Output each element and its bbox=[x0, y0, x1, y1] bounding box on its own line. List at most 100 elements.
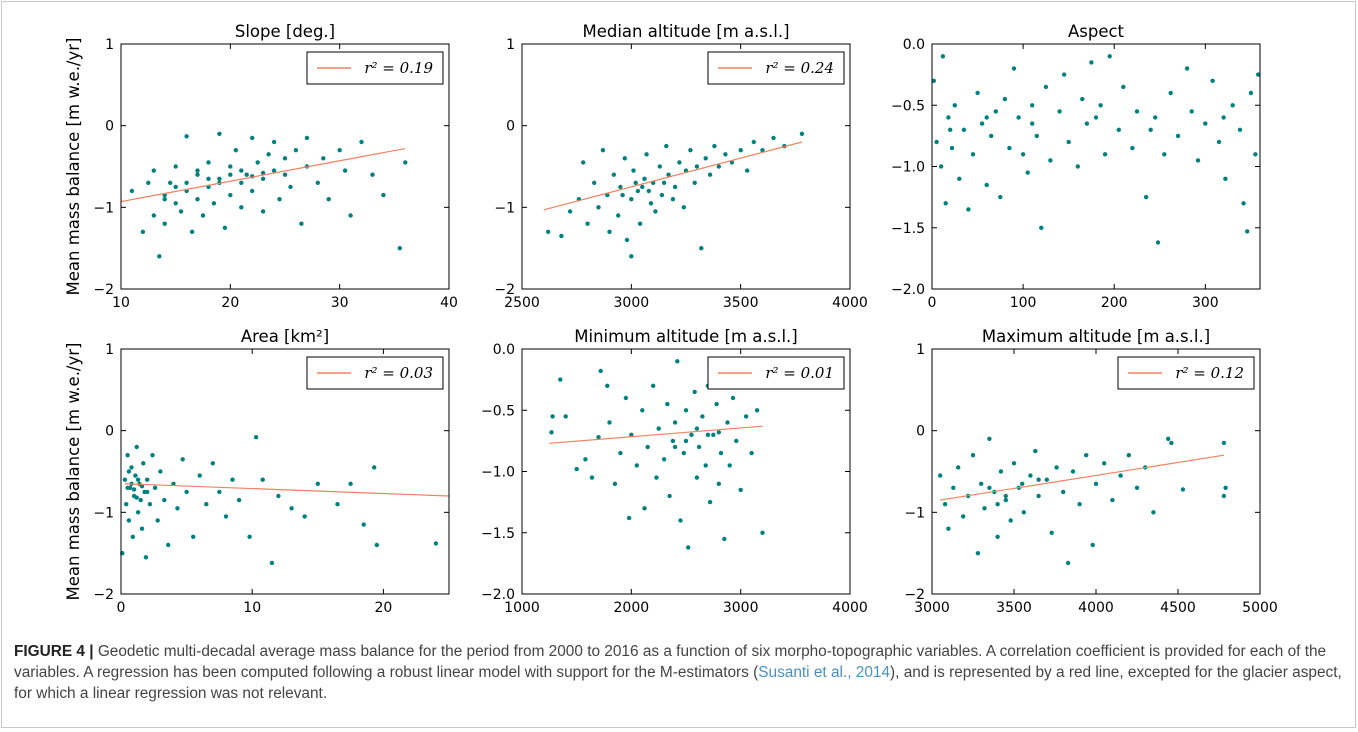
data-point bbox=[984, 115, 989, 120]
data-point bbox=[738, 487, 743, 493]
y-tick-label: −1 bbox=[904, 505, 925, 521]
data-point bbox=[276, 493, 281, 499]
data-point bbox=[1034, 133, 1040, 139]
data-point bbox=[140, 229, 146, 234]
data-point bbox=[982, 506, 987, 511]
data-point bbox=[141, 461, 146, 466]
y-axis-label: Mean mass balance [m w.e./yr] bbox=[64, 38, 83, 296]
data-point bbox=[342, 168, 348, 173]
axes-box bbox=[120, 348, 450, 595]
data-point bbox=[1089, 60, 1094, 65]
data-point bbox=[700, 414, 705, 419]
data-point bbox=[716, 481, 721, 486]
data-point bbox=[623, 395, 629, 401]
data-point bbox=[1195, 158, 1201, 163]
data-point bbox=[665, 401, 670, 407]
data-point bbox=[703, 463, 708, 468]
y-tick-label: 1 bbox=[916, 342, 925, 358]
data-point bbox=[689, 432, 694, 437]
caption-citation-link[interactable]: Susanti et al., 2014 bbox=[758, 664, 891, 681]
data-point bbox=[1030, 121, 1035, 126]
legend-label: r² = 0.01 bbox=[765, 364, 834, 382]
data-point bbox=[692, 389, 697, 395]
data-point bbox=[600, 148, 606, 153]
data-point bbox=[1077, 502, 1082, 507]
data-point bbox=[1084, 121, 1090, 126]
data-point bbox=[688, 148, 693, 153]
data-point bbox=[640, 184, 645, 190]
data-point bbox=[618, 184, 623, 190]
data-point bbox=[1245, 229, 1250, 234]
data-point bbox=[940, 54, 946, 59]
data-point bbox=[670, 197, 676, 202]
data-point bbox=[734, 438, 739, 444]
data-point bbox=[1223, 485, 1228, 490]
data-point bbox=[716, 430, 721, 435]
data-point bbox=[359, 139, 364, 145]
y-tick-label: 1 bbox=[105, 342, 114, 358]
data-point bbox=[135, 477, 141, 482]
chart-title: Maximum altitude [m a.s.l.] bbox=[982, 327, 1210, 346]
data-point bbox=[743, 414, 749, 419]
x-tick-label: 4000 bbox=[1078, 600, 1114, 616]
data-point bbox=[269, 560, 275, 566]
data-point bbox=[799, 131, 805, 136]
data-point bbox=[645, 444, 650, 450]
y-tick-label: −2 bbox=[93, 587, 114, 603]
data-point bbox=[150, 453, 155, 458]
data-point bbox=[145, 477, 150, 482]
data-point bbox=[397, 246, 402, 251]
data-point bbox=[1134, 485, 1140, 490]
data-point bbox=[683, 408, 689, 413]
data-point bbox=[961, 514, 966, 519]
data-point bbox=[255, 160, 260, 165]
data-point bbox=[1189, 109, 1194, 114]
data-point bbox=[1020, 481, 1025, 486]
data-point bbox=[173, 164, 178, 169]
data-point bbox=[677, 160, 682, 165]
data-point bbox=[1248, 90, 1254, 96]
data-point bbox=[1180, 487, 1186, 492]
data-point bbox=[616, 213, 621, 218]
data-point bbox=[1237, 127, 1243, 132]
data-point bbox=[675, 359, 680, 364]
y-tick-label: 0 bbox=[916, 424, 925, 440]
data-point bbox=[217, 131, 222, 136]
data-point bbox=[1221, 115, 1226, 120]
data-point bbox=[173, 201, 178, 206]
data-point bbox=[1153, 115, 1158, 120]
x-tick-label: 20 bbox=[374, 600, 392, 616]
caption-lead: FIGURE 4 | bbox=[14, 643, 94, 660]
x-tick-label: 4000 bbox=[832, 295, 868, 311]
data-point bbox=[204, 502, 209, 507]
data-point bbox=[754, 408, 760, 413]
data-point bbox=[634, 463, 639, 468]
data-point bbox=[943, 201, 948, 206]
data-point bbox=[949, 145, 955, 151]
chart-title: Aspect bbox=[1068, 22, 1125, 41]
data-point bbox=[624, 237, 630, 243]
data-point bbox=[596, 205, 601, 210]
data-point bbox=[667, 493, 672, 499]
data-point bbox=[288, 184, 293, 190]
data-point bbox=[304, 135, 310, 141]
data-point bbox=[145, 489, 150, 495]
data-point bbox=[970, 453, 976, 458]
data-point bbox=[326, 197, 331, 202]
data-point bbox=[125, 453, 130, 458]
data-point bbox=[946, 115, 951, 120]
data-point bbox=[646, 188, 651, 194]
data-point bbox=[162, 197, 167, 202]
y-tick-label: −0.5 bbox=[891, 98, 925, 114]
data-point bbox=[247, 534, 252, 539]
data-point bbox=[727, 463, 732, 468]
data-point bbox=[1216, 139, 1222, 145]
data-point bbox=[1134, 109, 1140, 114]
data-point bbox=[938, 473, 943, 478]
data-point bbox=[574, 466, 579, 472]
data-point bbox=[1065, 560, 1071, 566]
data-point bbox=[995, 534, 1000, 539]
data-point bbox=[271, 139, 277, 145]
x-tick-label: 3000 bbox=[914, 600, 950, 616]
data-point bbox=[1168, 90, 1173, 96]
